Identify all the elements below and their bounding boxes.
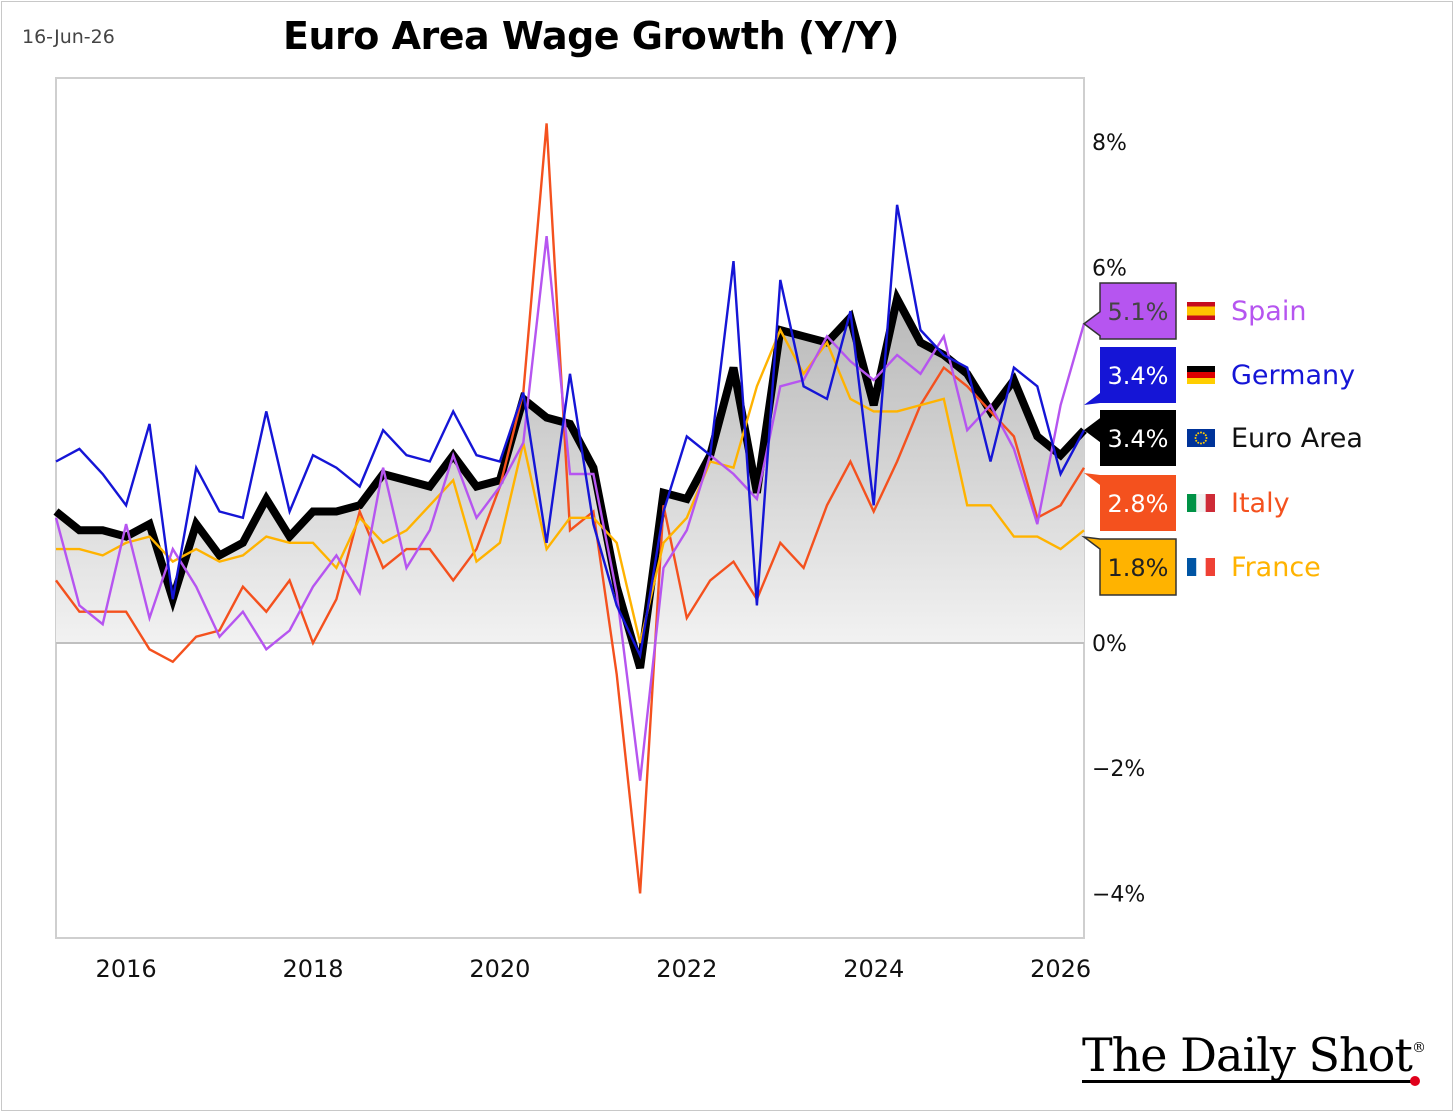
value-label-germany: 3.4%	[1108, 362, 1169, 390]
series-line-euro-area	[53, 287, 1087, 670]
legend-label-germany: Germany	[1231, 360, 1355, 391]
y-tick-label: 8%	[1092, 131, 1127, 156]
value-badge-france	[1081, 535, 1177, 596]
x-tick-label: 2022	[656, 955, 717, 983]
chart-title: Euro Area Wage Growth (Y/Y)	[283, 14, 900, 58]
flag-icon-italy	[1187, 494, 1215, 512]
value-badge-euro-area	[1084, 410, 1176, 466]
legend-label-spain: Spain	[1231, 296, 1306, 327]
value-label-france: 1.8%	[1108, 554, 1169, 582]
x-tick-label: 2024	[843, 955, 904, 983]
flag-icon-spain	[1187, 302, 1215, 320]
value-label-italy: 2.8%	[1108, 490, 1169, 518]
legend-label-italy: Italy	[1231, 488, 1290, 519]
legend-item-germany: 3.4% Germany	[1084, 347, 1355, 405]
brand-dot	[1410, 1076, 1420, 1086]
legend-item-spain: 5.1% Spain	[1082, 282, 1306, 340]
x-tick-label: 2016	[96, 955, 157, 983]
brand-registered-mark: ®	[1412, 1040, 1426, 1056]
flag-icon-germany	[1187, 366, 1215, 384]
legend-item-euro-area: 3.4% Euro Area	[1084, 410, 1363, 466]
value-badge-italy	[1084, 473, 1176, 531]
x-tick-label: 2018	[282, 955, 343, 983]
value-label-spain: 5.1%	[1108, 298, 1169, 326]
y-tick-label: −4%	[1092, 882, 1145, 907]
legend-label-euro-area: Euro Area	[1231, 423, 1363, 454]
value-label-euro-area: 3.4%	[1108, 425, 1169, 453]
flag-icon-france	[1187, 558, 1215, 576]
brand-logo: The Daily Shot	[1082, 1028, 1413, 1082]
y-tick-label: 6%	[1092, 256, 1127, 281]
x-tick-label: 2026	[1030, 955, 1091, 983]
y-tick-label: 0%	[1092, 632, 1127, 657]
value-badge-germany	[1084, 347, 1176, 405]
series-line-france	[56, 327, 1085, 644]
value-badge-spain	[1082, 282, 1177, 340]
flag-icon-euro-area	[1187, 429, 1215, 447]
series-line-italy	[55, 123, 1086, 894]
legend-label-france: France	[1231, 552, 1321, 583]
y-tick-label: −2%	[1092, 757, 1145, 782]
legend-item-france: 1.8% France	[1081, 535, 1321, 596]
legend-item-italy: 2.8% Italy	[1084, 473, 1290, 531]
date-label: 16-Jun-26	[22, 26, 115, 48]
x-tick-label: 2020	[469, 955, 530, 983]
series-line-germany	[55, 204, 1086, 660]
series-line-spain	[54, 235, 1086, 781]
euro-area-shaded-area	[56, 298, 1084, 668]
brand-underline	[1082, 1080, 1418, 1083]
